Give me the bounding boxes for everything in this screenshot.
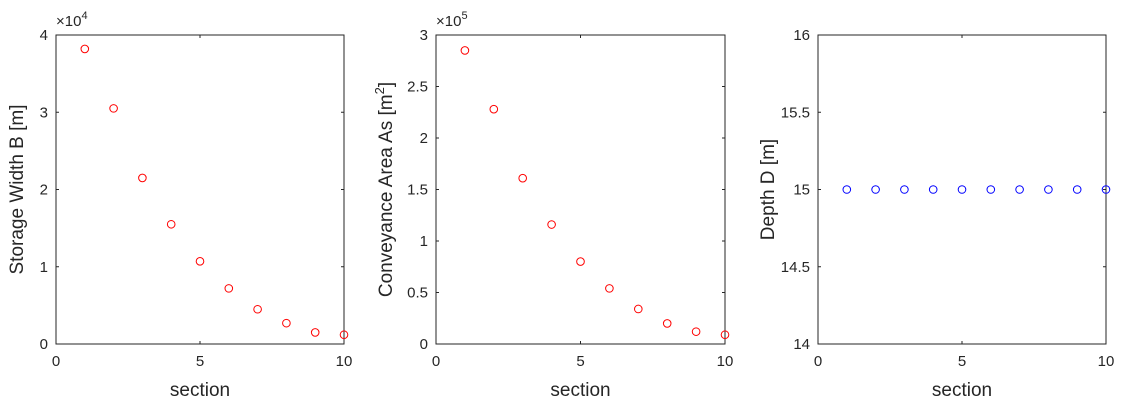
data-point	[928, 185, 938, 194]
plot-area	[435, 34, 726, 345]
y-axis-label: Conveyance Area As [m2]	[372, 82, 397, 297]
y-exponent-label: ×105	[436, 10, 468, 30]
y-axis-label: Depth D [m]	[758, 139, 779, 240]
data-point	[662, 319, 672, 328]
data-point	[282, 318, 291, 328]
plot-area	[817, 34, 1107, 345]
y-tick-label: 14.5	[781, 259, 810, 276]
data-point	[986, 185, 996, 194]
x-axis-label: section	[170, 380, 230, 401]
data-point	[460, 46, 470, 55]
y-tick-label: 15.5	[781, 104, 810, 121]
data-point	[576, 257, 585, 266]
y-tick-label: 3	[420, 27, 428, 44]
y-tick-label: 0	[40, 336, 48, 353]
y-tick-label: 15	[793, 182, 810, 199]
x-tick-label: 10	[1098, 353, 1115, 370]
x-tick-label: 0	[814, 353, 822, 370]
data-point	[1015, 185, 1024, 194]
y-tick-label: 14	[793, 336, 810, 353]
chart-panel-1: 0 5 10 0 1 2 3 4 ×104 section Storage Width B [m]	[7, 10, 352, 401]
chart-panel-3: 0 5 10 14 14.5 15 15.5 16 section Depth D [m]	[758, 27, 1114, 401]
y-exponent-label: ×104	[56, 10, 88, 30]
data-point	[195, 257, 205, 266]
x-axis-label: section	[932, 380, 992, 401]
x-tick-label: 5	[576, 353, 584, 370]
data-point	[224, 284, 234, 293]
data-point	[166, 219, 176, 229]
y-tick-label: 0	[420, 336, 428, 353]
chart-panel-2: 0 5 10 0 0.5 1 1.5 2 2.5 3 ×105 section Conveyance A…	[372, 10, 733, 401]
x-tick-label: 0	[52, 353, 60, 370]
data-point	[1044, 185, 1053, 194]
data-point	[842, 185, 852, 194]
x-tick-label: 10	[336, 353, 353, 370]
data-point	[138, 173, 147, 183]
y-tick-label: 4	[40, 27, 48, 44]
y-tick-label: 16	[793, 27, 810, 44]
y-tick-label: 3	[40, 104, 48, 121]
x-axis-label: section	[550, 380, 610, 401]
x-tick-label: 5	[196, 353, 204, 370]
data-point	[253, 304, 262, 314]
y-tick-label: 1.5	[407, 182, 428, 199]
data-point	[489, 104, 499, 114]
data-point	[109, 104, 118, 113]
data-point	[871, 185, 880, 194]
y-tick-label: 0.5	[407, 285, 428, 302]
data-point	[605, 284, 614, 293]
data-point	[691, 327, 701, 336]
y-tick-label: 2.5	[407, 79, 428, 96]
x-tick-label: 10	[717, 353, 734, 370]
x-tick-label: 5	[958, 353, 966, 370]
data-point	[900, 185, 909, 194]
data-point	[339, 330, 349, 340]
plot-area	[55, 34, 345, 345]
data-point	[720, 330, 730, 340]
data-point	[957, 185, 967, 194]
data-point	[518, 173, 528, 183]
data-point	[310, 328, 320, 337]
x-tick-label: 0	[432, 353, 440, 370]
y-tick-label: 2	[420, 130, 428, 147]
data-point	[634, 304, 643, 314]
data-point	[1101, 185, 1111, 194]
data-point	[80, 44, 90, 54]
data-point	[1072, 185, 1082, 194]
y-tick-label: 1	[40, 259, 48, 276]
y-axis-label: Storage Width B [m]	[7, 104, 28, 274]
y-tick-label: 2	[40, 182, 48, 199]
data-point	[547, 220, 556, 229]
y-tick-label: 1	[420, 233, 428, 250]
